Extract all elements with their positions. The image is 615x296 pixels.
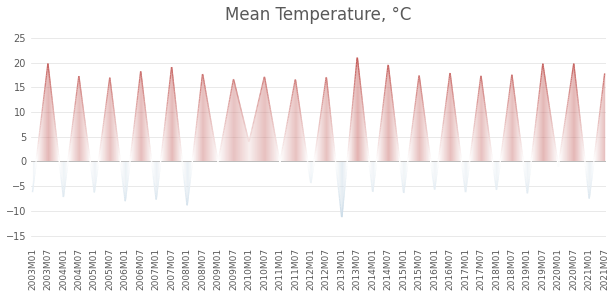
Title: Mean Temperature, °C: Mean Temperature, °C — [225, 6, 412, 24]
